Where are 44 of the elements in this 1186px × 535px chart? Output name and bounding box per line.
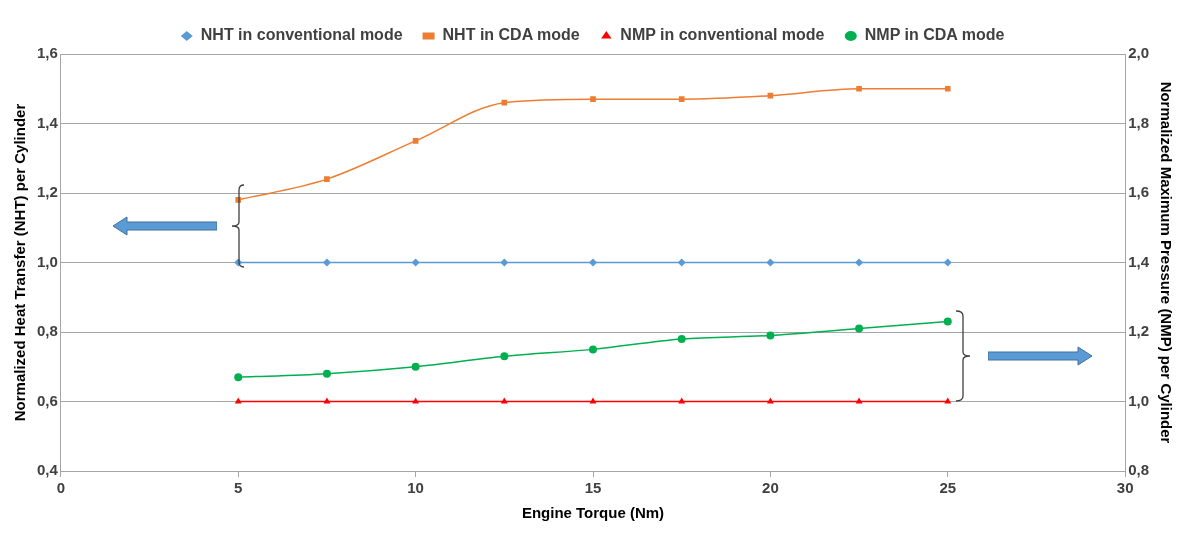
point [944, 85, 951, 92]
y2-tick-label: 1,8 [1128, 113, 1150, 131]
x-tick-label: 10 [407, 479, 424, 497]
x-tick-label: 0 [56, 479, 66, 497]
y-tick-label: 0,4 [36, 461, 59, 479]
point [678, 96, 685, 102]
y2-tick-label: 1,6 [1128, 183, 1150, 201]
y-axis-title: Normalized Heat Transfer (NHT) per Cylinder [11, 103, 29, 422]
y-tick-label: 1,0 [36, 252, 58, 270]
point [324, 176, 330, 182]
legend-label: NMP in conventional mode [620, 26, 825, 44]
point [589, 258, 597, 267]
point [677, 258, 686, 267]
point [411, 258, 420, 267]
x-axis-title: Engine Torque (Nm) [521, 504, 665, 522]
point [856, 85, 862, 92]
point [412, 138, 419, 144]
point [322, 258, 331, 267]
point [500, 258, 509, 267]
y2-tick-label: 2,0 [1128, 44, 1150, 62]
legend-label: NHT in conventional mode [200, 26, 403, 44]
x-tick-label: 5 [234, 479, 243, 497]
y-tick-label: 0,8 [36, 322, 58, 340]
y2-tick-label: 1,0 [1128, 391, 1150, 409]
y2-tick-label: 1,4 [1128, 252, 1150, 270]
legend-label: NHT in CDA mode [442, 26, 580, 44]
legend-label: NMP in CDA mode [864, 26, 1005, 44]
point [590, 96, 596, 102]
y2-tick-label: 1,2 [1128, 322, 1150, 340]
x-tick-label: 20 [762, 479, 779, 497]
y2-axis-title: Normalized Maximum Pressure (NMP) per Cylinder [1157, 81, 1175, 444]
point [943, 258, 952, 267]
y-tick-label: 0,6 [36, 391, 58, 409]
y2-tick-label: 0,8 [1128, 461, 1150, 479]
point [501, 99, 508, 106]
point [855, 258, 864, 267]
y-tick-label: 1,2 [36, 183, 58, 201]
y-tick-label: 1,6 [36, 44, 58, 62]
x-tick-label: 30 [1116, 479, 1134, 497]
point [767, 92, 774, 99]
point [766, 258, 775, 267]
x-tick-label: 25 [939, 479, 957, 497]
x-tick-label: 15 [584, 479, 602, 497]
y-tick-label: 1,4 [36, 113, 59, 131]
